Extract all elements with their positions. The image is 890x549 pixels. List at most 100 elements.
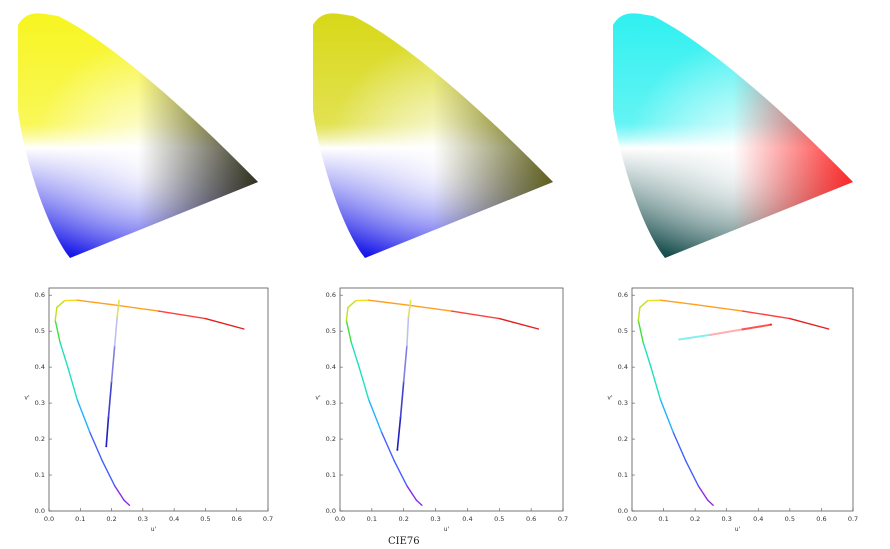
sample-segment <box>106 417 108 446</box>
sample-segment <box>679 335 711 340</box>
y-axis-label: v' <box>24 395 30 402</box>
y-tick-label: 0.0 <box>618 507 628 515</box>
sample-point <box>770 324 772 326</box>
sample-segment <box>401 382 404 418</box>
sample-point <box>406 345 408 347</box>
locus-segment <box>60 342 68 367</box>
locus-segment <box>638 307 640 320</box>
locus-segment <box>359 367 369 399</box>
sample-segment <box>112 346 115 382</box>
diagram-fill-layer-3 <box>18 13 258 258</box>
y-tick-label: 0.3 <box>35 399 45 407</box>
locus-segment <box>790 319 829 329</box>
sample-segment <box>117 301 119 317</box>
figure-caption: CIE76 <box>388 536 420 547</box>
sample-segment <box>404 346 407 382</box>
locus-segment <box>708 500 713 505</box>
x-tick-label: 0.6 <box>232 515 242 523</box>
locus-segment <box>638 320 643 342</box>
locus-segment <box>102 461 115 486</box>
sample-segment <box>408 301 410 317</box>
locus-segment <box>57 301 65 308</box>
locus-segment <box>660 400 673 432</box>
locus-segment <box>77 400 90 432</box>
sample-point <box>114 345 116 347</box>
x-tick-label: 0.5 <box>494 515 504 523</box>
y-tick-label: 0.2 <box>618 435 628 443</box>
y-tick-label: 0.3 <box>326 399 336 407</box>
sample-point <box>105 445 107 447</box>
x-tick-label: 0.4 <box>169 515 179 523</box>
sample-point <box>710 334 712 336</box>
color-diagram-2 <box>313 13 553 258</box>
x-tick-label: 0.5 <box>785 515 795 523</box>
y-tick-label: 0.5 <box>35 327 45 335</box>
locus-segment <box>643 342 651 367</box>
locus-segment <box>369 400 382 432</box>
locus-segment <box>673 432 686 461</box>
x-tick-label: 0.3 <box>430 515 440 523</box>
x-tick-label: 0.4 <box>462 515 472 523</box>
sample-point <box>116 316 118 318</box>
sample-segment <box>743 325 771 330</box>
diagram-fill-layer-3 <box>313 13 553 258</box>
y-tick-label: 0.5 <box>618 327 628 335</box>
locus-segment <box>115 486 124 500</box>
sample-point <box>403 381 405 383</box>
y-tick-label: 0.2 <box>35 435 45 443</box>
x-tick-label: 0.1 <box>658 515 668 523</box>
locus-segment <box>205 319 243 329</box>
diagram-fill-layer-3 <box>613 13 853 258</box>
y-tick-label: 0.6 <box>326 291 336 299</box>
locus-segment <box>640 301 648 308</box>
x-tick-label: 0.1 <box>75 515 85 523</box>
locus-segment <box>695 305 742 311</box>
x-tick-label: 0.3 <box>722 515 732 523</box>
color-diagram-3 <box>613 13 853 258</box>
x-tick-label: 0.7 <box>263 515 273 523</box>
sample-segment <box>397 417 400 449</box>
locus-segment <box>651 367 660 399</box>
x-tick-label: 0.1 <box>367 515 377 523</box>
locus-segment <box>743 311 790 319</box>
sample-point <box>400 416 402 418</box>
y-tick-label: 0.6 <box>35 291 45 299</box>
x-tick-label: 0.0 <box>627 515 637 523</box>
locus-segment <box>660 300 695 304</box>
x-axis-label: u' <box>151 526 157 533</box>
x-tick-label: 0.6 <box>526 515 536 523</box>
sample-point <box>742 328 744 330</box>
sample-point <box>118 300 120 302</box>
y-tick-label: 0.0 <box>35 507 45 515</box>
plot-frame <box>49 288 268 511</box>
sample-point <box>396 449 398 451</box>
x-tick-label: 0.4 <box>753 515 763 523</box>
locus-segment <box>381 432 394 461</box>
sample-point <box>111 381 113 383</box>
x-tick-label: 0.6 <box>816 515 826 523</box>
x-tick-label: 0.7 <box>558 515 568 523</box>
y-tick-label: 0.2 <box>326 435 336 443</box>
y-tick-label: 0.4 <box>326 363 336 371</box>
sample-segment <box>407 317 409 346</box>
locus-segment <box>698 486 707 500</box>
y-tick-label: 0.6 <box>618 291 628 299</box>
y-tick-label: 0.1 <box>326 471 336 479</box>
x-tick-label: 0.5 <box>200 515 210 523</box>
plot-frame <box>340 288 563 511</box>
locus-segment <box>90 432 103 461</box>
y-tick-label: 0.1 <box>35 471 45 479</box>
x-tick-label: 0.2 <box>399 515 409 523</box>
locus-segment <box>348 301 356 308</box>
sample-point <box>410 300 412 302</box>
locus-segment <box>416 500 421 505</box>
locus-segment <box>369 300 404 304</box>
locus-segment <box>159 311 206 319</box>
x-tick-label: 0.0 <box>335 515 345 523</box>
sample-point <box>407 316 409 318</box>
